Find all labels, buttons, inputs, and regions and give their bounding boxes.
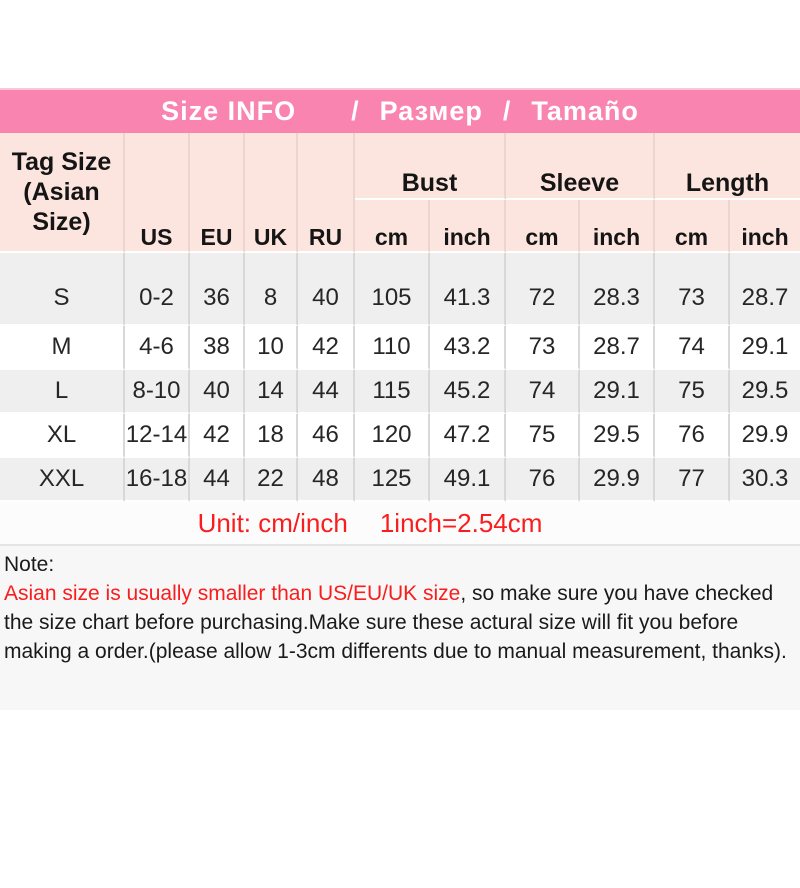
table-cell: 29.5 [730,370,800,414]
table-cell: 8-10 [125,370,190,414]
note-title: Note: [4,553,55,576]
table-cell: M [0,326,125,370]
tag-size-line: Size) [32,208,91,236]
table-cell: 74 [655,326,730,370]
us-column-header: US [125,133,190,253]
tag-size-header: Tag Size (Asian Size) [0,133,125,253]
table-cell: 75 [655,370,730,414]
table-cell: 49.1 [430,458,506,502]
table-cell: 29.9 [730,414,800,458]
unit-info-strip: Unit: cm/inch 1inch=2.54cm [0,502,800,546]
table-row-m: M 4-6 38 10 42 110 43.2 73 28.7 74 29.1 [0,326,800,370]
table-row-xl: XL 12-14 42 18 46 120 47.2 75 29.5 76 29… [0,414,800,458]
table-cell: 42 [298,326,355,370]
header-row-1: Tag Size (Asian Size) US EU UK RU Bust S… [0,133,800,253]
table-cell: S [0,253,125,326]
table-cell: 40 [190,370,245,414]
table-cell: 45.2 [430,370,506,414]
table-cell: 14 [245,370,298,414]
table-cell: 8 [245,253,298,326]
table-cell: 105 [355,253,430,326]
table-cell: 74 [506,370,580,414]
table-cell: 29.1 [580,370,655,414]
table-cell: 4-6 [125,326,190,370]
length-column-header: Length [655,133,800,200]
ru-column-header: RU [298,133,355,253]
unit-conversion: 1inch=2.54cm [379,507,543,538]
table-header: Tag Size (Asian Size) US EU UK RU Bust S… [0,133,800,253]
banner-separator: / [502,96,512,126]
table-cell: 28.7 [580,326,655,370]
table-cell: 46 [298,414,355,458]
table-cell: 42 [190,414,245,458]
bust-cm-header: cm [355,200,430,253]
table-cell: 76 [506,458,580,502]
table-cell: 30.3 [730,458,800,502]
bust-inch-header: inch [430,200,506,253]
table-cell: 125 [355,458,430,502]
table-cell: 73 [506,326,580,370]
length-cm-header: cm [655,200,730,253]
size-info-banner: Size INFO / Размер / Tamaño [0,88,800,133]
table-cell: XXL [0,458,125,502]
table-cell: L [0,370,125,414]
table-cell: 29.1 [730,326,800,370]
header-row-2: cm inch cm inch cm inch [0,200,800,253]
table-cell: 28.3 [580,253,655,326]
note-black-text: , so make sure you have checked the size… [4,582,787,663]
banner-title-es: Tamaño [531,96,639,126]
table-cell: 40 [298,253,355,326]
banner-title-en: Size INFO [161,96,297,126]
note-section: Note: Asian size is usually smaller than… [0,546,800,710]
table-cell: 77 [655,458,730,502]
table-cell: 47.2 [430,414,506,458]
table-cell: 18 [245,414,298,458]
eu-column-header: EU [190,133,245,253]
table-cell: 16-18 [125,458,190,502]
table-cell: 44 [298,370,355,414]
table-cell: XL [0,414,125,458]
table-cell: 75 [506,414,580,458]
table-cell: 115 [355,370,430,414]
table-cell: 0-2 [125,253,190,326]
table-cell: 41.3 [430,253,506,326]
banner-title-ru: Размер [379,96,483,126]
sleeve-cm-header: cm [506,200,580,253]
unit-label: Unit: cm/inch [197,507,348,538]
table-row-l: L 8-10 40 14 44 115 45.2 74 29.1 75 29.5 [0,370,800,414]
table-cell: 43.2 [430,326,506,370]
table-cell: 72 [506,253,580,326]
table-body: S 0-2 36 8 40 105 41.3 72 28.3 73 28.7 M… [0,253,800,502]
table-cell: 10 [245,326,298,370]
table-cell: 38 [190,326,245,370]
table-cell: 73 [655,253,730,326]
table-row-xxl: XXL 16-18 44 22 48 125 49.1 76 29.9 77 3… [0,458,800,502]
banner-separator: / [351,96,360,126]
table-cell: 36 [190,253,245,326]
size-chart-page: Size INFO / Размер / Tamaño Tag Size (As… [0,88,800,888]
tag-size-line: (Asian [23,178,100,206]
table-row-s: S 0-2 36 8 40 105 41.3 72 28.3 73 28.7 [0,253,800,326]
table-cell: 44 [190,458,245,502]
table-cell: 120 [355,414,430,458]
length-inch-header: inch [730,200,800,253]
table-cell: 29.9 [580,458,655,502]
table-cell: 12-14 [125,414,190,458]
table-cell: 48 [298,458,355,502]
sleeve-column-header: Sleeve [506,133,655,200]
table-cell: 28.7 [730,253,800,326]
size-table: Tag Size (Asian Size) US EU UK RU Bust S… [0,133,800,502]
uk-column-header: UK [245,133,298,253]
bust-column-header: Bust [355,133,506,200]
table-cell: 22 [245,458,298,502]
note-red-text: Asian size is usually smaller than US/EU… [4,582,461,605]
tag-size-line: Tag Size [11,148,112,176]
table-cell: 29.5 [580,414,655,458]
table-cell: 110 [355,326,430,370]
sleeve-inch-header: inch [580,200,655,253]
table-cell: 76 [655,414,730,458]
